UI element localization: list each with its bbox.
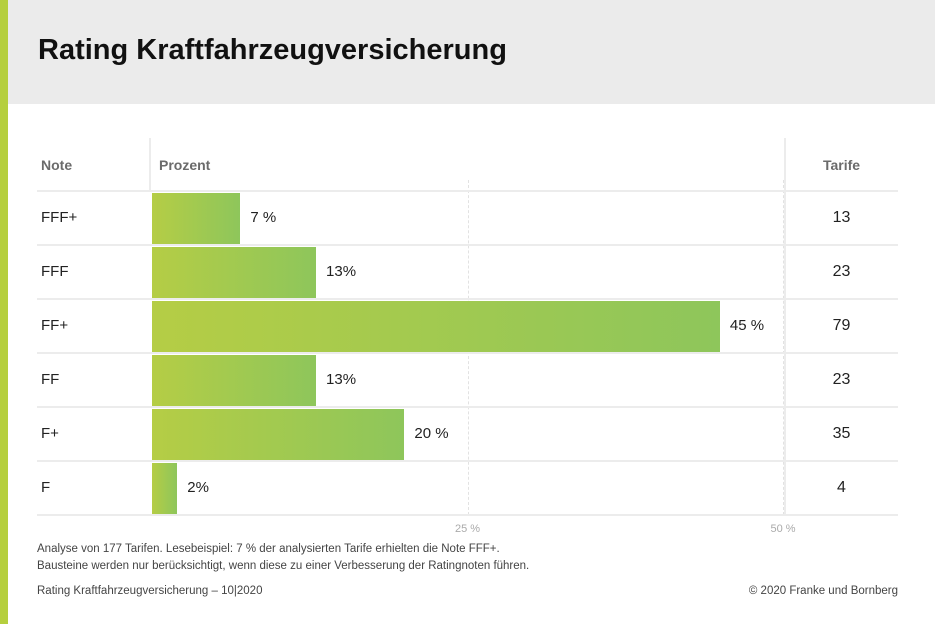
- tick-label: 50 %: [770, 523, 796, 535]
- bar: [152, 409, 405, 460]
- row-divider: [37, 460, 898, 462]
- value-label: 2%: [187, 479, 209, 496]
- bar: [152, 247, 317, 298]
- category-label: FFF: [41, 263, 69, 280]
- bar: [152, 193, 241, 244]
- tarife-value: 35: [832, 425, 851, 442]
- category-label: FFF+: [41, 209, 78, 226]
- value-label: 7 %: [250, 209, 277, 226]
- column-divider: [784, 138, 786, 515]
- gridline: [783, 180, 784, 515]
- source-label: Rating Kraftfahrzeugversicherung – 10|20…: [37, 585, 263, 597]
- page-title: Rating Kraftfahrzeugversicherung: [38, 34, 507, 66]
- tarife-value: 4: [837, 479, 846, 496]
- accent-stripe: [0, 0, 8, 624]
- header-band: Rating Kraftfahrzeugversicherung: [8, 0, 935, 104]
- row-divider: [37, 406, 898, 408]
- column-header-tarife: Tarife: [822, 157, 861, 173]
- tick-label: 25 %: [454, 523, 481, 535]
- row-divider: [37, 352, 898, 354]
- row-divider: [37, 298, 898, 300]
- bar: [152, 463, 178, 514]
- row-divider: [37, 244, 898, 246]
- category-label: F+: [41, 425, 59, 442]
- footnote-modules: Bausteine werden nur berücksichtigt, wen…: [37, 560, 530, 572]
- category-label: FF+: [41, 317, 69, 334]
- value-label: 20 %: [414, 425, 449, 442]
- row-divider: [37, 514, 898, 516]
- row-divider: [37, 190, 898, 192]
- column-divider: [149, 138, 151, 190]
- bar: [152, 355, 317, 406]
- tarife-value: 23: [832, 263, 851, 280]
- bar: [152, 301, 720, 352]
- tarife-value: 23: [832, 371, 851, 388]
- value-label: 13%: [326, 371, 357, 388]
- category-label: FF: [41, 371, 60, 388]
- footnote-analysis: Analyse von 177 Tarifen. Lesebeispiel: 7…: [37, 543, 500, 555]
- value-label: 13%: [326, 263, 357, 280]
- value-label: 45 %: [729, 317, 765, 334]
- category-label: F: [41, 479, 51, 496]
- tarife-value: 13: [832, 209, 851, 226]
- column-header-percent: Prozent: [159, 157, 211, 173]
- copyright: © 2020 Franke und Bornberg: [748, 585, 898, 597]
- tarife-value: 79: [832, 317, 851, 334]
- column-header-note: Note: [41, 157, 73, 173]
